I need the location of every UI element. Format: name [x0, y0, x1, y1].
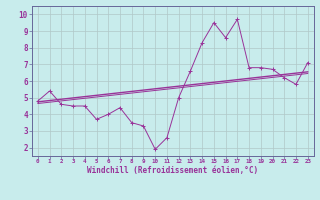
X-axis label: Windchill (Refroidissement éolien,°C): Windchill (Refroidissement éolien,°C): [87, 166, 258, 175]
